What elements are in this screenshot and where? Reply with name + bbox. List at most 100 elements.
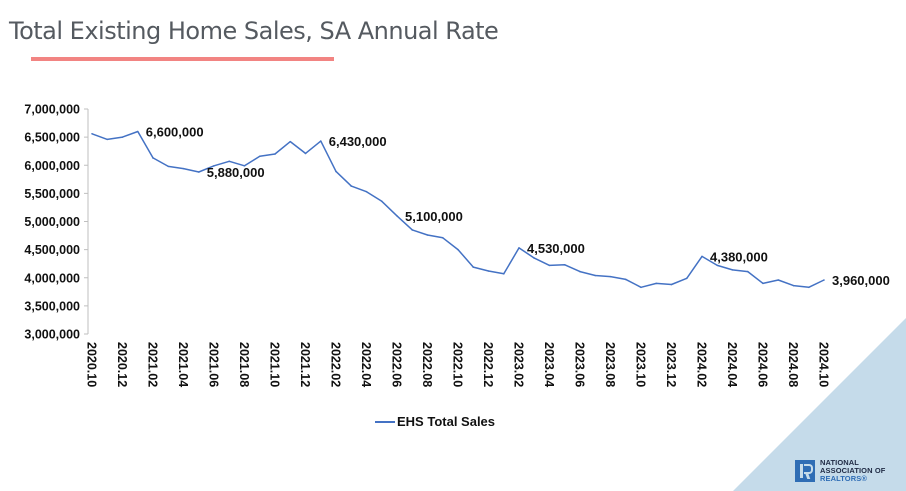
data-point: [182, 167, 185, 170]
x-tick-label: 2022.12: [481, 342, 495, 387]
data-point: [792, 284, 795, 287]
y-axis-ticks: 3,000,000 3,500,000 4,000,000 4,500,000 5,00…: [24, 103, 88, 342]
data-point: [655, 282, 658, 285]
x-tick-label: 2020.12: [115, 342, 129, 387]
data-point: [152, 157, 154, 159]
x-tick-label: 2023.06: [573, 342, 587, 387]
data-point: [289, 140, 292, 143]
logo-line-1: NATIONAL: [820, 458, 859, 467]
data-point: [426, 234, 429, 236]
x-tick-label: 2023.02: [512, 342, 526, 387]
data-point: [258, 155, 261, 158]
data-point: [640, 286, 642, 289]
data-label: 6,600,000: [146, 125, 204, 140]
y-tick-label: 4,500,000: [24, 243, 80, 257]
realtor-r-icon: [795, 460, 815, 482]
data-point: [701, 255, 703, 258]
data-label: 3,960,000: [832, 273, 890, 288]
x-tick-label: 2024.06: [756, 342, 770, 387]
data-point: [807, 286, 810, 289]
x-tick-label: 2021.08: [237, 342, 251, 387]
data-point: [335, 170, 337, 173]
x-tick-label: 2023.04: [542, 342, 556, 387]
data-point: [457, 248, 459, 251]
logo-text: NATIONAL ASSOCIATION OF REALTORS®: [820, 459, 885, 483]
x-tick-label: 2020.10: [85, 342, 99, 387]
data-point: [579, 270, 581, 273]
data-point: [777, 279, 780, 281]
x-axis-ticks: 2020.10 2020.12 2021.02 2021.04 2021.06 2021.…: [85, 342, 831, 387]
data-point: [228, 160, 231, 163]
data-point: [533, 257, 536, 259]
x-tick-label: 2022.08: [420, 342, 434, 387]
x-tick-label: 2022.04: [359, 342, 373, 387]
data-point: [472, 266, 475, 268]
data-point: [594, 274, 597, 277]
data-point: [441, 237, 444, 239]
y-tick-label: 7,000,000: [24, 103, 80, 117]
x-tick-label: 2021.12: [298, 342, 312, 387]
data-point: [91, 132, 93, 135]
data-point: [243, 165, 246, 167]
data-point: [716, 264, 719, 267]
logo-line-3: REALTORS®: [820, 474, 867, 483]
data-point: [213, 165, 215, 167]
data-point: [518, 247, 520, 249]
data-point: [731, 269, 734, 271]
data-point: [411, 229, 414, 231]
page-title: Total Existing Home Sales, SA Annual Rat…: [9, 17, 499, 45]
data-label: 5,100,000: [405, 209, 463, 224]
data-point: [487, 270, 490, 272]
x-tick-label: 2024.10: [817, 342, 831, 387]
x-tick-label: 2023.08: [603, 342, 617, 387]
data-point: [167, 165, 170, 168]
data-point: [746, 270, 749, 273]
x-tick-label: 2024.04: [725, 342, 739, 387]
line-chart: 3,000,000 3,500,000 4,000,000 4,500,000 5,00…: [24, 103, 889, 388]
data-point: [380, 200, 383, 203]
data-point: [762, 282, 764, 285]
x-tick-label: 2024.08: [786, 342, 800, 387]
x-tick-label: 2023.10: [634, 342, 648, 387]
x-tick-label: 2021.02: [146, 342, 160, 387]
x-tick-label: 2022.10: [451, 342, 465, 387]
data-point: [563, 264, 566, 266]
data-label: 5,880,000: [207, 165, 265, 180]
data-point: [197, 171, 200, 173]
y-tick-label: 5,500,000: [24, 187, 80, 201]
x-tick-label: 2022.02: [329, 342, 343, 387]
logo-line-2: ASSOCIATION OF: [820, 466, 886, 475]
y-tick-label: 6,000,000: [24, 159, 80, 173]
data-label: 4,380,000: [710, 249, 768, 264]
data-points: [91, 130, 825, 289]
data-point: [685, 277, 688, 280]
y-tick-label: 4,000,000: [24, 271, 80, 285]
y-tick-label: 3,000,000: [24, 328, 80, 342]
data-point: [136, 130, 139, 133]
data-point: [106, 138, 109, 141]
data-point: [548, 264, 551, 267]
x-tick-label: 2024.02: [695, 342, 709, 387]
y-tick-label: 3,500,000: [24, 299, 80, 313]
legend-swatch: [375, 420, 395, 423]
data-point: [624, 278, 627, 281]
y-tick-label: 5,000,000: [24, 215, 80, 229]
data-point: [121, 136, 124, 138]
data-label: 4,530,000: [527, 241, 585, 256]
x-tick-label: 2023.12: [664, 342, 678, 387]
data-point: [396, 215, 398, 217]
x-tick-label: 2022.06: [390, 342, 404, 387]
data-labels: 6,600,000 5,880,000 6,430,000 5,100,000 4,53…: [146, 125, 890, 289]
data-point: [823, 279, 825, 281]
data-point: [502, 273, 505, 275]
legend-label: EHS Total Sales: [397, 414, 496, 429]
nar-logo: NATIONAL ASSOCIATION OF REALTORS®: [795, 459, 885, 483]
x-tick-label: 2021.04: [176, 342, 190, 387]
x-tick-label: 2021.10: [268, 342, 282, 387]
data-point: [319, 140, 322, 142]
corner-triangle: [733, 318, 906, 491]
x-tick-label: 2021.06: [207, 342, 221, 387]
legend: EHS Total Sales: [375, 414, 495, 429]
data-point: [365, 190, 368, 193]
